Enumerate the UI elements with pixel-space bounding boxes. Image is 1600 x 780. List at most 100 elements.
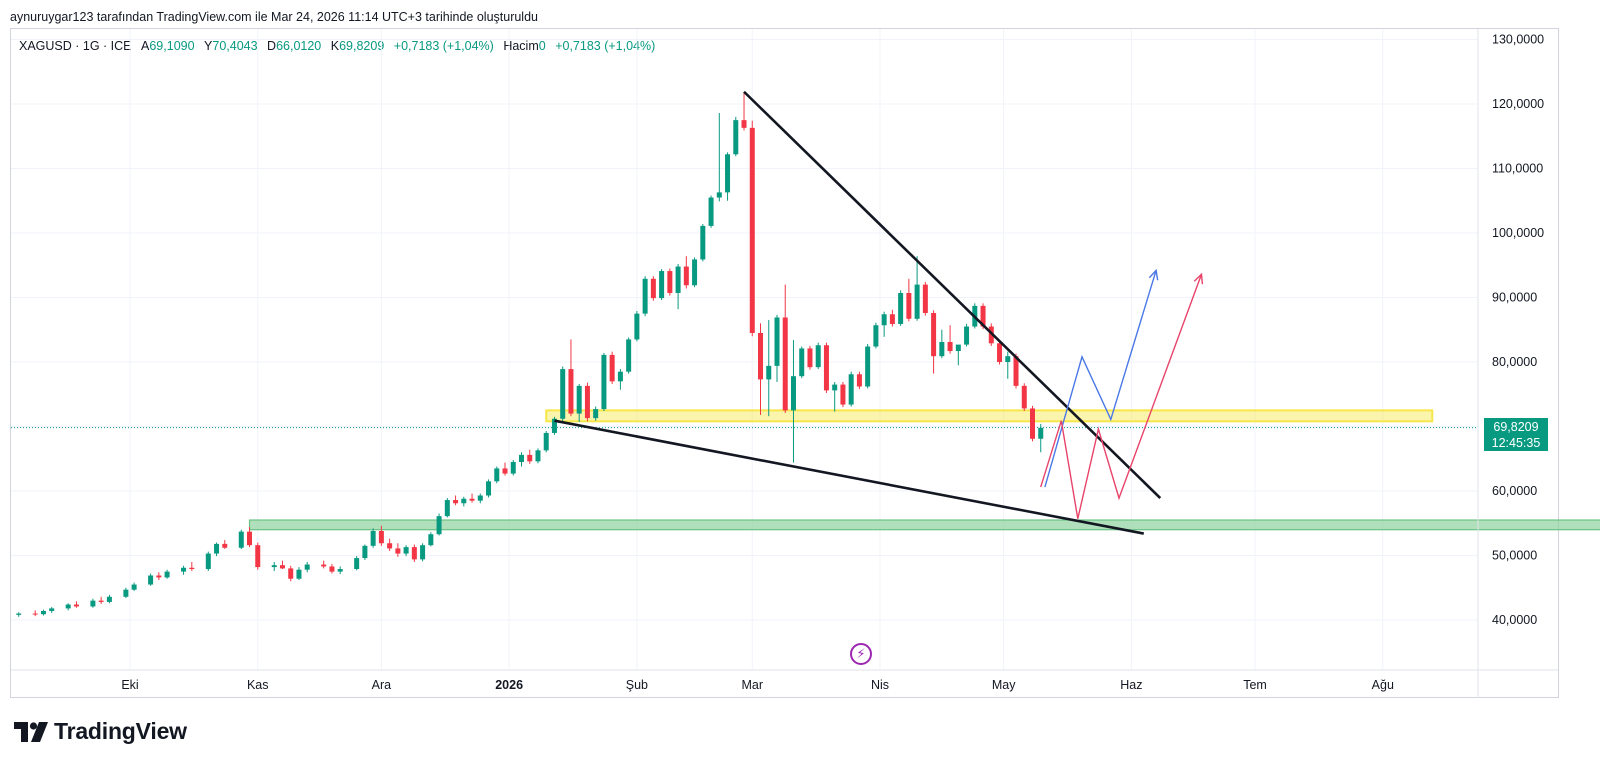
- candle-up: [601, 354, 607, 410]
- candle-up: [790, 376, 796, 411]
- candle-up: [964, 326, 970, 345]
- price-tick-label: 50,0000: [1492, 549, 1537, 563]
- candle-up: [494, 468, 500, 482]
- close-label: K: [330, 39, 340, 53]
- candle-down: [387, 543, 393, 549]
- price-tick-label: 130,0000: [1492, 33, 1544, 47]
- time-tick-label: Kas: [247, 678, 269, 692]
- time-tick-label: Ara: [372, 678, 392, 692]
- candle-up: [271, 565, 277, 568]
- candle-up: [296, 569, 302, 579]
- candle-up: [428, 534, 434, 546]
- time-tick-label: Mar: [742, 678, 764, 692]
- candle-up: [131, 584, 137, 590]
- candle-up: [444, 500, 450, 517]
- drawing-lines[interactable]: [554, 90, 1204, 535]
- candle-down: [1029, 408, 1035, 439]
- candle-up: [881, 314, 887, 326]
- support-zone: [248, 519, 1600, 531]
- low-label: D: [267, 39, 277, 53]
- tradingview-logo-icon: [14, 721, 48, 742]
- candle-up: [873, 325, 879, 347]
- symbol-legend[interactable]: XAGUSD · 1G · ICE A69,1090 Y70,4043 D66,…: [19, 39, 655, 53]
- time-tick-label: 2026: [495, 678, 523, 692]
- candle-down: [378, 530, 384, 544]
- candle-up: [518, 454, 524, 462]
- lightning-icon[interactable]: ⚡: [850, 643, 872, 665]
- candle-up: [304, 564, 310, 570]
- price-tick-label: 60,0000: [1492, 484, 1537, 498]
- candle-down: [222, 543, 228, 548]
- candle-down: [807, 348, 813, 368]
- candle-up: [420, 545, 426, 560]
- candle-up: [634, 313, 640, 340]
- candle-down: [73, 604, 79, 607]
- projection-arrow-blue: [1148, 268, 1159, 281]
- candle-down: [527, 454, 533, 462]
- candle-up: [510, 461, 516, 474]
- candle-up: [164, 571, 170, 578]
- candle-up: [865, 346, 871, 387]
- candles: [16, 92, 1044, 617]
- projection-path-red: [1040, 274, 1203, 519]
- candle-up: [617, 371, 623, 382]
- candle-down: [247, 531, 253, 546]
- projection-path-blue: [1044, 270, 1157, 488]
- candle-up: [477, 495, 483, 501]
- candle-down: [650, 278, 656, 299]
- candle-down: [683, 266, 689, 286]
- candle-up: [362, 545, 368, 559]
- candle-down: [931, 312, 937, 357]
- candle-down: [156, 575, 162, 578]
- candle-up: [1005, 356, 1011, 362]
- candle-up: [1038, 427, 1044, 439]
- candle-up: [436, 516, 442, 535]
- price-axis[interactable]: 40,0000 50,0000 60,0000 80,0000 90,0000 100,0…: [1477, 29, 1544, 698]
- chart-grid: [11, 29, 1478, 670]
- candle-up: [716, 192, 722, 198]
- candle-up: [49, 608, 55, 611]
- price-tick-label: 80,0000: [1492, 355, 1537, 369]
- drawing-zones[interactable]: [248, 409, 1600, 531]
- candle-down: [279, 565, 285, 569]
- candle-up: [238, 531, 244, 548]
- candle-up: [486, 481, 492, 496]
- candle-up: [642, 278, 648, 314]
- candle-down: [758, 332, 764, 380]
- time-tick-label: Tem: [1243, 678, 1267, 692]
- time-axis[interactable]: Eki Kas Ara 2026 Şub Mar Nis May Haz Tem Ağu: [11, 669, 1558, 692]
- candle-down: [453, 500, 459, 504]
- candle-up: [675, 266, 681, 293]
- open-label: A: [141, 39, 150, 53]
- candle-down: [823, 345, 829, 391]
- last-price-tag: 69,8209 12:45:35: [1484, 418, 1548, 451]
- change-value: +0,7183 (+1,04%): [393, 39, 494, 53]
- candle-down: [840, 384, 846, 405]
- candle-down: [856, 374, 862, 387]
- candle-up: [955, 344, 961, 352]
- candle-up: [626, 339, 632, 372]
- candle-up: [774, 317, 780, 366]
- candle-up: [700, 225, 706, 260]
- candle-up: [205, 553, 211, 570]
- price-tick-label: 40,0000: [1492, 613, 1537, 627]
- time-tick-label: Haz: [1120, 678, 1142, 692]
- candle-up: [461, 498, 467, 504]
- candle-down: [980, 305, 986, 327]
- price-tick-label: 110,0000: [1492, 162, 1543, 176]
- candle-down: [1021, 385, 1027, 409]
- candle-up: [799, 348, 805, 377]
- candle-down: [997, 343, 1003, 362]
- candle-up: [733, 120, 739, 155]
- upper-trendline: [743, 90, 1162, 500]
- volume-value: 0: [538, 39, 546, 53]
- candle-up: [148, 575, 154, 585]
- candle-down: [321, 564, 327, 567]
- candle-up: [16, 613, 22, 615]
- candle-up: [90, 600, 96, 607]
- tradingview-logo[interactable]: TradingView: [14, 718, 187, 745]
- time-tick-label: May: [992, 678, 1016, 692]
- symbol-name[interactable]: XAGUSD · 1G · ICE: [19, 39, 132, 53]
- candle-down: [255, 545, 261, 568]
